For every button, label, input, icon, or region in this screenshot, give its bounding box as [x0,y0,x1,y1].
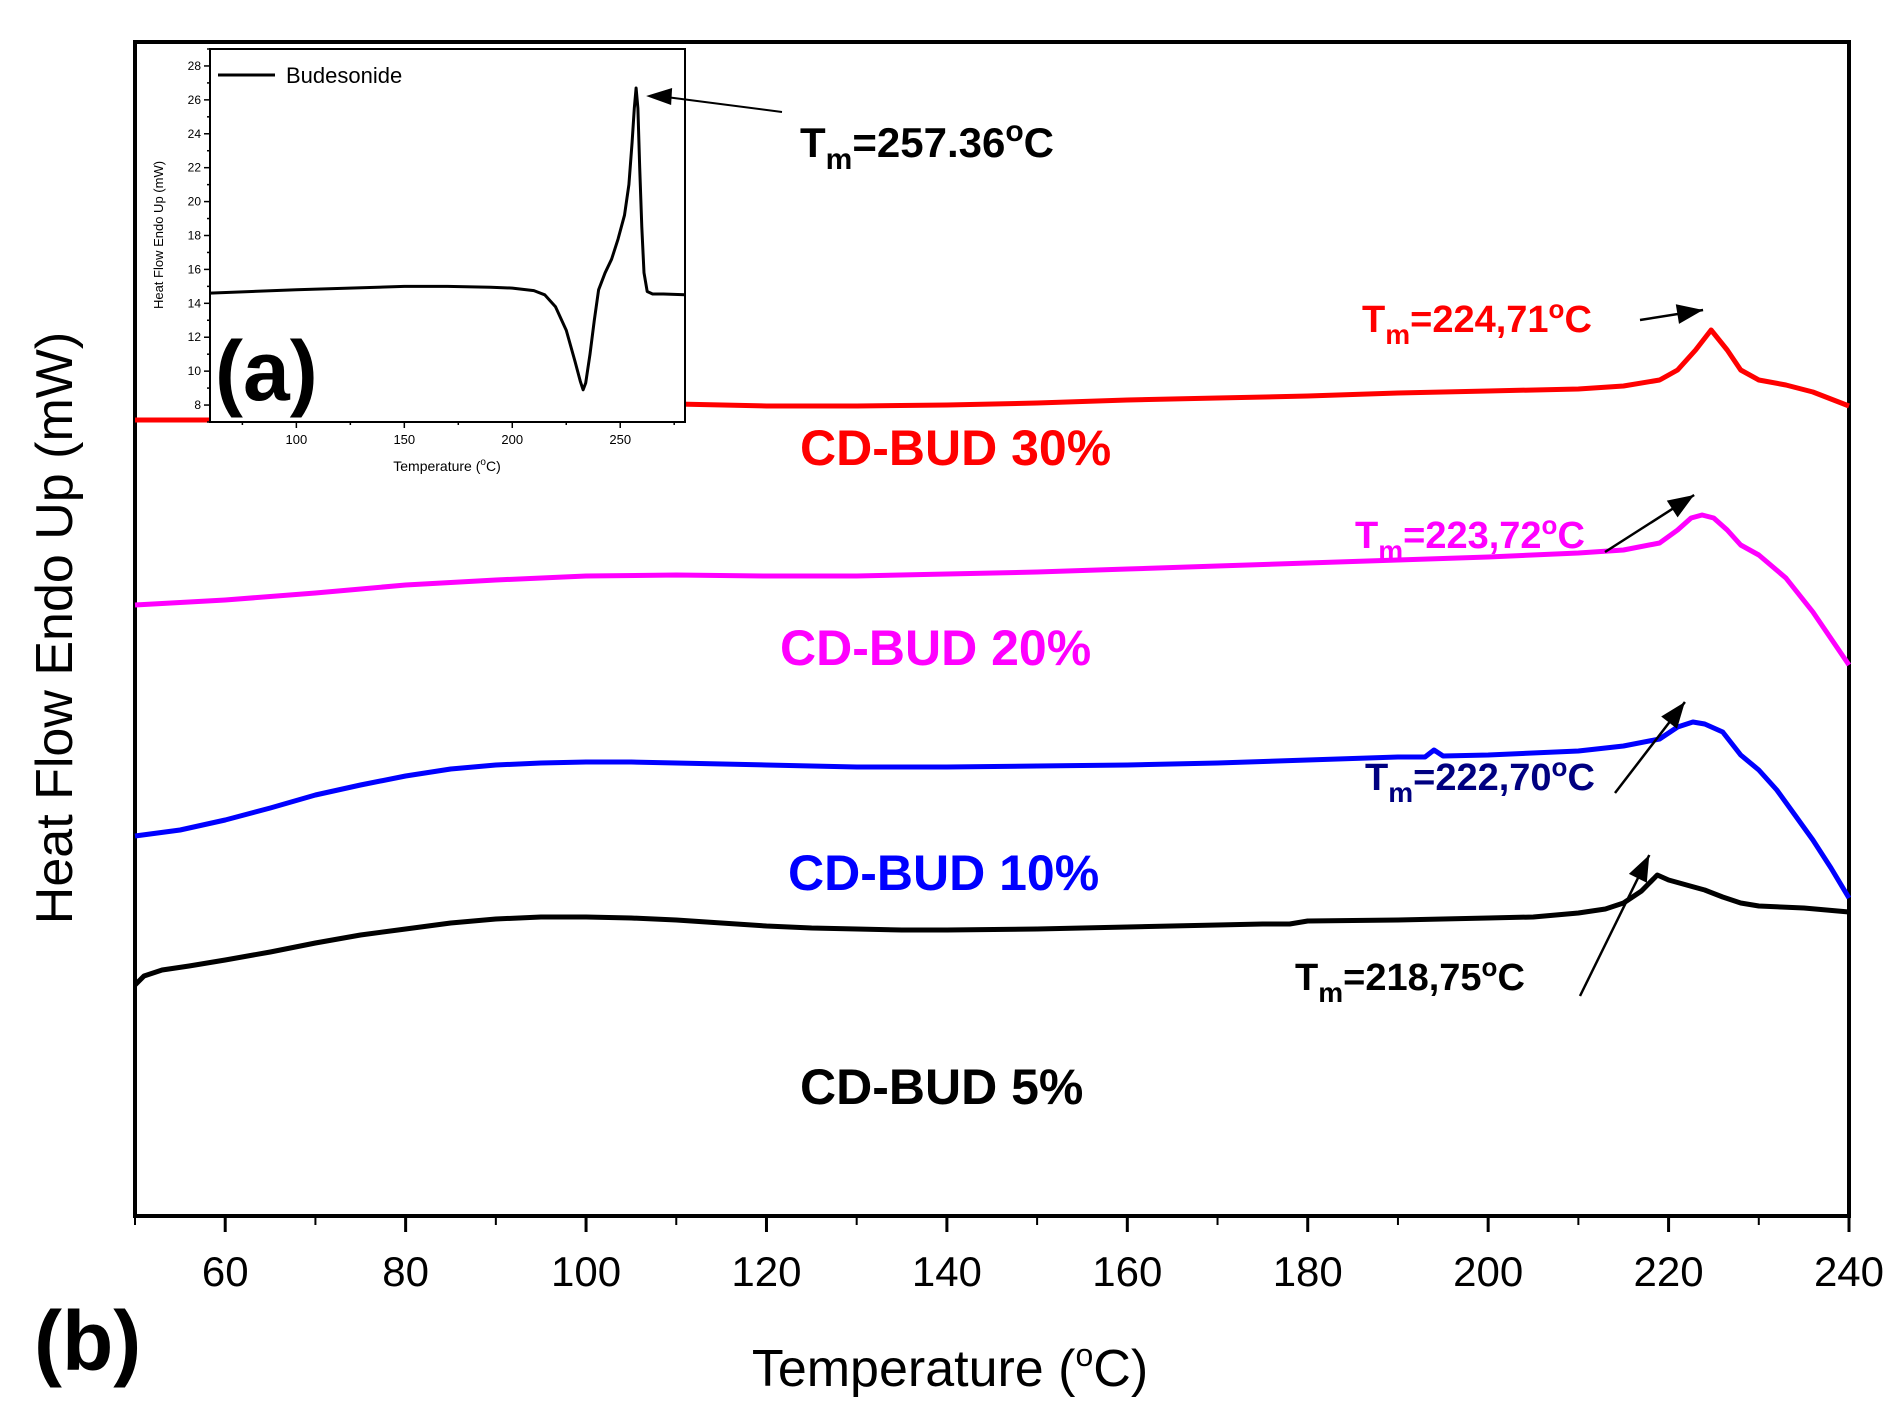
inset-peak-annotation-value: =257.36 [852,119,1005,166]
inset-y-tick-label: 14 [188,296,202,310]
x-axis-label: Temperature (oC) [752,1337,1148,1398]
inset-y-tick-label: 22 [188,161,202,175]
series-line-cd-bud-5 [133,872,1850,987]
inset-y-tick-label: 8 [194,398,201,412]
series-label-cd-bud-20: CD-BUD 20% [780,620,1091,676]
x-tick-label: 180 [1273,1248,1343,1295]
inset-x-axis-label-main: Temperature ( [393,458,480,474]
inset-x-tick-label: 100 [286,432,308,447]
inset-legend-label: Budesonide [286,63,402,88]
x-axis-label-unit: C) [1093,1340,1148,1398]
x-tick-label: 120 [731,1248,801,1295]
x-tick-label: 160 [1092,1248,1162,1295]
peak-annotation-4: Tm=218,75oC [1295,952,1525,1008]
inset-plot: 100 150 200 250 8 10 12 14 16 18 20 22 24 26 28 Budeso… [151,48,1054,474]
x-tick-label: 240 [1814,1248,1884,1295]
peak-annotation-1: Tm=224,71oC [1362,294,1592,350]
inset-peak-annotation-sub: m [826,143,853,176]
inset-peak-annotation-prefix: T [800,119,826,166]
panel-label-a: (a) [215,324,318,418]
series-line-cd-bud-10 [134,719,1852,900]
panel-label-b: (b) [34,1294,141,1388]
x-tick-label: 60 [202,1248,249,1295]
peak-annotation-2: Tm=223,72oC [1355,510,1585,566]
series-label-cd-bud-10: CD-BUD 10% [788,845,1099,901]
x-tick-label: 200 [1453,1248,1523,1295]
inset-y-tick-label: 18 [188,229,202,243]
inset-x-axis-label-unit: C) [486,458,501,474]
inset-y-tick-label: 10 [188,364,202,378]
x-tick-label: 140 [912,1248,982,1295]
inset-peak-arrow-head [646,87,673,105]
inset-peak-annotation-degree: o [1005,115,1023,148]
main-plot: 60 80 100 120 140 160 180 200 220 240 Tm=224,71oC… [26,40,1884,1398]
x-axis-label-degree: o [1076,1337,1094,1373]
series-label-cd-bud-30: CD-BUD 30% [800,420,1111,476]
x-tick-label: 100 [551,1248,621,1295]
inset-y-axis-label: Heat Flow Endo Up (mW) [151,161,166,309]
inset-y-tick-label: 20 [188,195,202,209]
peak-arrow-head [1628,855,1650,883]
peak-annotation-3: Tm=222,70oC [1365,752,1595,808]
main-annotations: Tm=224,71oC Tm=223,72oC Tm=222,70oC Tm=218,… [1295,294,1704,1008]
main-x-ticks: 60 80 100 120 140 160 180 200 220 240 [134,1216,1884,1295]
inset-x-axis-label-degree: o [480,457,486,468]
main-plot-frame [133,40,1851,1218]
y-axis-label: Heat Flow Endo Up (mW) [26,332,84,924]
x-axis-label-main: Temperature ( [752,1340,1076,1398]
inset-y-tick-label: 26 [188,93,202,107]
inset-ticks: 100 150 200 250 8 10 12 14 16 18 20 22 24 26 28 [188,48,675,447]
series-line-cd-bud-20 [134,512,1852,667]
inset-background [210,49,685,422]
inset-peak-arrow-line [665,96,783,113]
peak-arrow-line [1578,854,1651,997]
inset-series-group [209,86,783,392]
x-tick-label: 80 [382,1248,429,1295]
x-tick-label: 220 [1634,1248,1704,1295]
series-label-cd-bud-5: CD-BUD 5% [800,1059,1083,1115]
inset-series-line-budesonide [209,86,686,392]
peak-arrow-head [1666,495,1695,518]
peak-arrow-head [1675,304,1704,324]
inset-x-tick-label: 250 [609,432,631,447]
inset-y-tick-label: 16 [188,262,202,276]
inset-x-tick-label: 150 [393,432,415,447]
inset-x-axis-label: Temperature (oC) [393,457,501,474]
inset-peak-annotation-unit: C [1024,119,1054,166]
inset-x-tick-label: 200 [501,432,523,447]
inset-y-tick-label: 24 [188,127,202,141]
inset-y-tick-label: 28 [188,59,202,73]
peak-arrow-head [1661,702,1685,729]
inset-peak-annotation: Tm=257.36oC [800,115,1054,176]
inset-y-tick-label: 12 [188,330,202,344]
